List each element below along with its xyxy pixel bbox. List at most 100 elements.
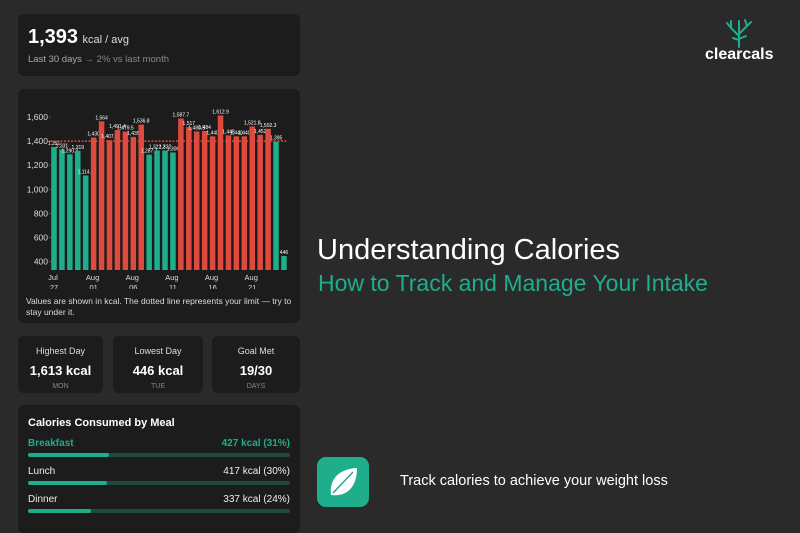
x-tick-label: Aug 06 bbox=[126, 273, 141, 289]
x-tick-label-line: Aug bbox=[245, 273, 260, 282]
meal-name: Breakfast bbox=[28, 438, 74, 449]
app-icon bbox=[317, 457, 369, 507]
bar bbox=[225, 135, 232, 270]
meal-track bbox=[28, 453, 290, 457]
value-label: 1,440 bbox=[206, 130, 219, 136]
meal-track bbox=[28, 481, 290, 485]
bar bbox=[265, 128, 271, 270]
meal-value: 427 kcal (31%) bbox=[221, 438, 290, 449]
y-tick-label: 800 bbox=[34, 208, 48, 218]
meal-value: 417 kcal (30%) bbox=[223, 466, 290, 477]
bar bbox=[217, 115, 224, 270]
x-tick-label-line: Aug bbox=[126, 273, 141, 282]
bar bbox=[201, 131, 208, 270]
meal-bar bbox=[28, 509, 91, 513]
bar bbox=[281, 256, 287, 270]
y-tick-label: 1,200 bbox=[27, 160, 49, 170]
value-label: 1,564 bbox=[95, 115, 108, 121]
summary-unit: kcal / avg bbox=[82, 34, 129, 46]
bar bbox=[193, 131, 200, 270]
bar bbox=[257, 134, 263, 270]
bar bbox=[273, 141, 279, 270]
bar bbox=[82, 175, 89, 270]
value-label: 1,319 bbox=[72, 145, 85, 151]
stat-value: 446 kcal bbox=[132, 363, 184, 378]
meal-bar bbox=[28, 481, 107, 485]
chart-card: 400 600 800 1,000 1,200 1,400 1,600 1,351 Jul 27… bbox=[18, 89, 300, 323]
y-tick-label: 400 bbox=[34, 257, 48, 267]
bar bbox=[75, 150, 81, 270]
stat-label: Lowest Day bbox=[134, 346, 182, 356]
y-tick-label: 1,000 bbox=[27, 184, 49, 194]
bar bbox=[51, 147, 57, 270]
meal-name: Lunch bbox=[28, 466, 56, 477]
value-label: 1,114.6 bbox=[78, 170, 95, 176]
cta-text: Track calories to achieve your weight lo… bbox=[400, 473, 668, 489]
bar bbox=[106, 140, 113, 270]
value-label: 1,430 bbox=[87, 132, 100, 138]
x-tick-label: Aug 16 bbox=[205, 273, 220, 289]
value-label: 1,452 bbox=[254, 129, 267, 135]
meal-bar bbox=[28, 453, 110, 457]
x-tick-label-line: 06 bbox=[129, 283, 137, 289]
summary-change: → 2% vs last month bbox=[84, 54, 169, 65]
x-tick-label-line: Aug bbox=[86, 273, 101, 282]
bar bbox=[138, 124, 144, 270]
bar bbox=[233, 136, 240, 270]
stat-sub: DAYS bbox=[246, 383, 266, 390]
summary-period-line: Last 30 days → 2% vs last month bbox=[28, 54, 169, 65]
stat-label: Goal Met bbox=[237, 346, 275, 356]
y-tick-label: 1,600 bbox=[27, 112, 49, 122]
x-tick-label-line: 11 bbox=[169, 283, 177, 289]
meal-value: 337 kcal (24%) bbox=[223, 494, 290, 505]
bar bbox=[146, 154, 152, 270]
bar bbox=[90, 137, 97, 270]
stat-sub: MON bbox=[52, 383, 69, 390]
y-tick-label: 600 bbox=[34, 232, 48, 242]
x-tick-label-line: Aug bbox=[165, 273, 180, 282]
stat-sub: TUE bbox=[151, 383, 165, 390]
value-label: 446 bbox=[280, 250, 289, 256]
meals-title: Calories Consumed by Meal bbox=[28, 417, 175, 429]
summary-card: 1,393 kcal / avg Last 30 days → 2% vs la… bbox=[18, 14, 300, 76]
value-label: 1,479.5 bbox=[117, 126, 134, 132]
value-label: 1,440 bbox=[230, 130, 243, 136]
x-tick-label-line: 16 bbox=[208, 283, 216, 289]
stat-value: 1,613 kcal bbox=[29, 363, 92, 378]
value-label: 1,517 bbox=[183, 121, 196, 127]
summary-value: 1,393 bbox=[28, 26, 79, 48]
stat-card: Highest Day 1,613 kcal MON bbox=[18, 336, 103, 393]
headline-subtitle: How to Track and Manage Your Intake bbox=[318, 270, 708, 296]
meals-card: Calories Consumed by Meal Breakfast 427 … bbox=[18, 405, 300, 533]
stat-card: Goal Met 19/30 DAYS bbox=[212, 336, 300, 393]
value-label: 1,587.7 bbox=[173, 113, 190, 119]
value-label: 1,407.6 bbox=[101, 134, 118, 140]
value-label: 1,612.9 bbox=[212, 109, 229, 115]
x-tick-label: Jul 27 bbox=[48, 273, 60, 289]
value-label: 1,331 bbox=[56, 143, 69, 149]
value-label: 1,440 bbox=[238, 130, 251, 136]
stat-card: Lowest Day 446 kcal TUE bbox=[113, 336, 203, 393]
bar bbox=[241, 136, 248, 270]
bar bbox=[67, 154, 73, 270]
x-tick-label: Aug 21 bbox=[245, 273, 260, 289]
bar bbox=[186, 127, 192, 270]
stat-value: 19/30 bbox=[239, 363, 273, 378]
value-label: 1,502.3 bbox=[260, 123, 277, 129]
value-label: 1,521.8 bbox=[244, 120, 261, 126]
value-label: 1,395 bbox=[270, 136, 283, 142]
bar bbox=[130, 136, 137, 270]
bar bbox=[114, 130, 121, 270]
summary-line: 1,393 kcal / avg bbox=[28, 26, 129, 49]
x-tick-label-line: 01 bbox=[89, 283, 97, 289]
value-label: 1,536.8 bbox=[133, 119, 150, 125]
value-label: 1,480.5 bbox=[188, 125, 205, 131]
headline-title: Understanding Calories bbox=[317, 234, 621, 266]
value-label: 1,351 bbox=[48, 141, 61, 147]
x-tick-label: Aug 11 bbox=[165, 273, 180, 289]
value-label: 1,322 bbox=[159, 145, 172, 151]
bar bbox=[122, 131, 129, 270]
brand-name: clearcals bbox=[705, 46, 774, 63]
bar bbox=[98, 121, 105, 270]
